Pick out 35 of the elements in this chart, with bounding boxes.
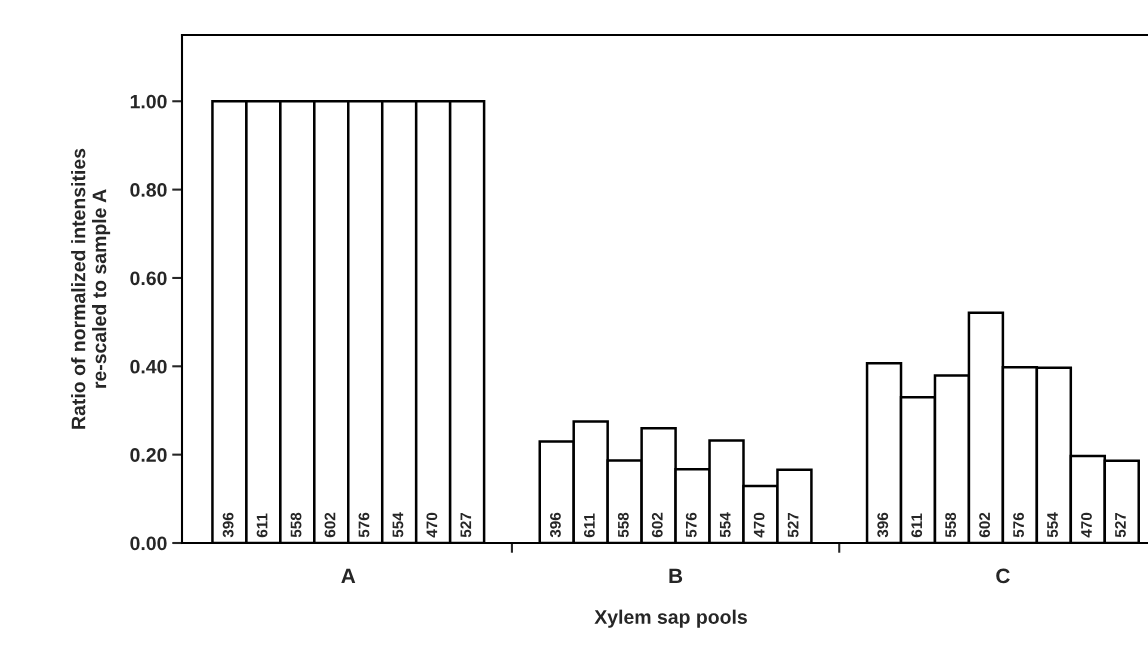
y-tick-label: 0.80 bbox=[130, 183, 167, 197]
y-axis-title: Ratio of normalized intensities re-scaled to sample A bbox=[71, 148, 111, 429]
text: 611 bbox=[911, 513, 923, 538]
series-label: 576 bbox=[358, 512, 370, 538]
text: 470 bbox=[1081, 512, 1092, 538]
x-axis-title: Xylem sap pools bbox=[594, 609, 747, 628]
text: 602 bbox=[979, 512, 991, 538]
text: 396 bbox=[877, 512, 889, 538]
text: 527 bbox=[787, 512, 799, 538]
y-tick-label: 0.20 bbox=[130, 448, 167, 462]
y-tick-label: 0.60 bbox=[130, 271, 167, 286]
x-tick-label: C bbox=[996, 568, 1010, 584]
text: 576 bbox=[1013, 512, 1024, 538]
y-tick-label: 1.00 bbox=[130, 94, 167, 109]
text: 527 bbox=[1115, 512, 1126, 538]
y-tick-label: 0.00 bbox=[130, 536, 167, 551]
series-label: 470 bbox=[426, 512, 438, 538]
text: 396 bbox=[550, 512, 561, 538]
text: 558 bbox=[945, 512, 957, 538]
text: 554 bbox=[719, 512, 731, 538]
series-label: 558 bbox=[290, 512, 302, 538]
x-tick-label: B bbox=[669, 568, 683, 584]
text: 558 bbox=[617, 512, 629, 538]
series-label: 527 bbox=[460, 512, 472, 538]
text: 576 bbox=[685, 512, 697, 538]
text: 470 bbox=[753, 512, 765, 538]
x-tick-label: A bbox=[341, 568, 356, 584]
text: 554 bbox=[1047, 512, 1058, 538]
y-tick-label: 0.40 bbox=[130, 359, 167, 374]
series-label: 602 bbox=[324, 512, 336, 538]
text: 602 bbox=[651, 512, 663, 538]
series-label: 554 bbox=[392, 512, 404, 538]
series-label: 611 bbox=[256, 513, 268, 538]
text: 611 bbox=[583, 513, 595, 538]
series-label: 396 bbox=[222, 512, 234, 538]
